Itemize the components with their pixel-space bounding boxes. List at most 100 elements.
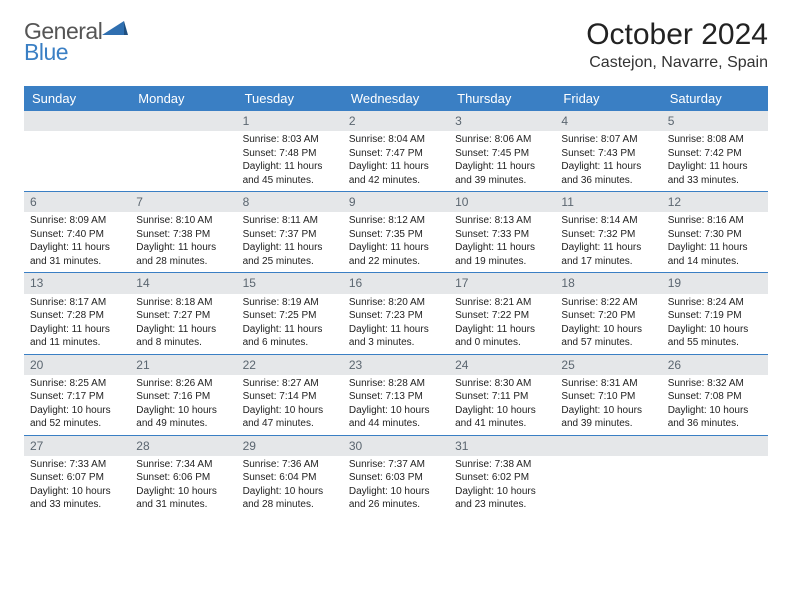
calendar-day-cell xyxy=(555,435,661,516)
daylight-text: Daylight: 11 hours and 39 minutes. xyxy=(455,160,549,187)
sunrise-text: Sunrise: 8:09 AM xyxy=(30,214,124,228)
day-number xyxy=(555,436,661,456)
day-number: 28 xyxy=(130,436,236,456)
daylight-text: Daylight: 10 hours and 52 minutes. xyxy=(30,404,124,431)
day-number-text: 7 xyxy=(136,195,143,209)
day-body: Sunrise: 8:30 AMSunset: 7:11 PMDaylight:… xyxy=(449,375,555,435)
daylight-text: Daylight: 11 hours and 0 minutes. xyxy=(455,323,549,350)
calendar-day-cell: 25 Sunrise: 8:31 AMSunset: 7:10 PMDayligh… xyxy=(555,354,661,435)
calendar-day-cell: 17Sunrise: 8:21 AMSunset: 7:22 PMDayligh… xyxy=(449,273,555,354)
day-number: 3 xyxy=(449,111,555,131)
day-number: 14 xyxy=(130,273,236,293)
day-number-text: 25 xyxy=(561,358,574,372)
calendar-day-cell: 3Sunrise: 8:06 AMSunset: 7:45 PMDaylight… xyxy=(449,111,555,192)
calendar-day-cell: 31 Sunrise: 7:38 AMSunset: 6:02 PMDayligh… xyxy=(449,435,555,516)
day-body: Sunrise: 8:08 AMSunset: 7:42 PMDaylight:… xyxy=(662,131,768,191)
day-number-text: 6 xyxy=(30,195,37,209)
day-number: 1 xyxy=(237,111,343,131)
day-number: 25 xyxy=(555,355,661,375)
day-number-text: 29 xyxy=(243,439,256,453)
calendar-day-cell: 20Sunrise: 8:25 AMSunset: 7:17 PMDayligh… xyxy=(24,354,130,435)
sunrise-text: Sunrise: 8:24 AM xyxy=(668,296,762,310)
sunrise-text: Sunrise: 8:28 AM xyxy=(349,377,443,391)
day-body: Sunrise: 8:31 AMSunset: 7:10 PMDaylight:… xyxy=(555,375,661,435)
calendar-day-cell: 21 Sunrise: 8:26 AMSunset: 7:16 PMDayligh… xyxy=(130,354,236,435)
location: Castejon, Navarre, Spain xyxy=(586,54,768,72)
day-number-text: 24 xyxy=(455,358,468,372)
daylight-text: Daylight: 10 hours and 57 minutes. xyxy=(561,323,655,350)
sunrise-text: Sunrise: 7:38 AM xyxy=(455,458,549,472)
calendar-day-cell: 27Sunrise: 7:33 AMSunset: 6:07 PMDayligh… xyxy=(24,435,130,516)
calendar-day-cell: 1Sunrise: 8:03 AMSunset: 7:48 PMDaylight… xyxy=(237,111,343,192)
calendar-day-cell: 28Sunrise: 7:34 AMSunset: 6:06 PMDayligh… xyxy=(130,435,236,516)
title-block: October 2024 Castejon, Navarre, Spain xyxy=(586,18,768,72)
calendar-day-cell: 22Sunrise: 8:27 AMSunset: 7:14 PMDayligh… xyxy=(237,354,343,435)
day-body: Sunrise: 8:26 AMSunset: 7:16 PMDaylight:… xyxy=(130,375,236,435)
dayname-saturday: Saturday xyxy=(662,86,768,111)
dayname-monday: Monday xyxy=(130,86,236,111)
day-number-text: 23 xyxy=(349,358,362,372)
day-number: 12 xyxy=(662,192,768,212)
day-number: 31 xyxy=(449,436,555,456)
sunset-text: Sunset: 7:33 PM xyxy=(455,228,549,242)
dayname-friday: Friday xyxy=(555,86,661,111)
daylight-text: Daylight: 10 hours and 23 minutes. xyxy=(455,485,549,512)
daylight-text: Daylight: 11 hours and 31 minutes. xyxy=(30,241,124,268)
logo-text-blue: Blue xyxy=(24,39,68,65)
daylight-text: Daylight: 11 hours and 14 minutes. xyxy=(668,241,762,268)
sunrise-text: Sunrise: 8:03 AM xyxy=(243,133,337,147)
day-number: 6 xyxy=(24,192,130,212)
daylight-text: Daylight: 11 hours and 22 minutes. xyxy=(349,241,443,268)
sunrise-text: Sunrise: 7:36 AM xyxy=(243,458,337,472)
sunset-text: Sunset: 6:02 PM xyxy=(455,471,549,485)
daylight-text: Daylight: 11 hours and 42 minutes. xyxy=(349,160,443,187)
calendar-day-cell: 9Sunrise: 8:12 AMSunset: 7:35 PMDaylight… xyxy=(343,192,449,273)
day-number: 16 xyxy=(343,273,449,293)
day-number-text: 19 xyxy=(668,276,681,290)
day-body: Sunrise: 7:33 AMSunset: 6:07 PMDaylight:… xyxy=(24,456,130,516)
daylight-text: Daylight: 10 hours and 31 minutes. xyxy=(136,485,230,512)
day-body: Sunrise: 8:19 AMSunset: 7:25 PMDaylight:… xyxy=(237,294,343,354)
sunset-text: Sunset: 7:42 PM xyxy=(668,147,762,161)
day-number-text: 13 xyxy=(30,276,43,290)
day-number: 5 xyxy=(662,111,768,131)
daylight-text: Daylight: 11 hours and 8 minutes. xyxy=(136,323,230,350)
day-number: 19 xyxy=(662,273,768,293)
calendar-day-cell: 15Sunrise: 8:19 AMSunset: 7:25 PMDayligh… xyxy=(237,273,343,354)
sunset-text: Sunset: 7:22 PM xyxy=(455,309,549,323)
day-body: Sunrise: 8:18 AMSunset: 7:27 PMDaylight:… xyxy=(130,294,236,354)
day-body: Sunrise: 8:16 AMSunset: 7:30 PMDaylight:… xyxy=(662,212,768,272)
day-number: 4 xyxy=(555,111,661,131)
calendar-day-cell: 7Sunrise: 8:10 AMSunset: 7:38 PMDaylight… xyxy=(130,192,236,273)
day-body: Sunrise: 8:22 AMSunset: 7:20 PMDaylight:… xyxy=(555,294,661,354)
sunrise-text: Sunrise: 8:12 AM xyxy=(349,214,443,228)
daylight-text: Daylight: 10 hours and 28 minutes. xyxy=(243,485,337,512)
daylight-text: Daylight: 11 hours and 17 minutes. xyxy=(561,241,655,268)
calendar-day-cell xyxy=(130,111,236,192)
day-number-text: 5 xyxy=(668,114,675,128)
sunset-text: Sunset: 7:32 PM xyxy=(561,228,655,242)
sunset-text: Sunset: 7:37 PM xyxy=(243,228,337,242)
sunrise-text: Sunrise: 8:19 AM xyxy=(243,296,337,310)
sunrise-text: Sunrise: 8:21 AM xyxy=(455,296,549,310)
day-number xyxy=(662,436,768,456)
day-body: Sunrise: 8:24 AMSunset: 7:19 PMDaylight:… xyxy=(662,294,768,354)
sunrise-text: Sunrise: 8:30 AM xyxy=(455,377,549,391)
calendar-day-cell: 18 Sunrise: 8:22 AMSunset: 7:20 PMDayligh… xyxy=(555,273,661,354)
sunrise-text: Sunrise: 8:18 AM xyxy=(136,296,230,310)
sunset-text: Sunset: 7:28 PM xyxy=(30,309,124,323)
daylight-text: Daylight: 10 hours and 39 minutes. xyxy=(561,404,655,431)
day-number-text: 16 xyxy=(349,276,362,290)
day-number-text: 31 xyxy=(455,439,468,453)
day-number: 29 xyxy=(237,436,343,456)
day-number-text: 26 xyxy=(668,358,681,372)
day-number-text: 21 xyxy=(136,358,149,372)
day-number-text: 28 xyxy=(136,439,149,453)
day-body: Sunrise: 7:37 AMSunset: 6:03 PMDaylight:… xyxy=(343,456,449,516)
day-number-text: 18 xyxy=(561,276,574,290)
daylight-text: Daylight: 11 hours and 6 minutes. xyxy=(243,323,337,350)
sunrise-text: Sunrise: 8:31 AM xyxy=(561,377,655,391)
day-body: Sunrise: 8:11 AMSunset: 7:37 PMDaylight:… xyxy=(237,212,343,272)
calendar-day-cell: 6Sunrise: 8:09 AMSunset: 7:40 PMDaylight… xyxy=(24,192,130,273)
day-number: 30 xyxy=(343,436,449,456)
